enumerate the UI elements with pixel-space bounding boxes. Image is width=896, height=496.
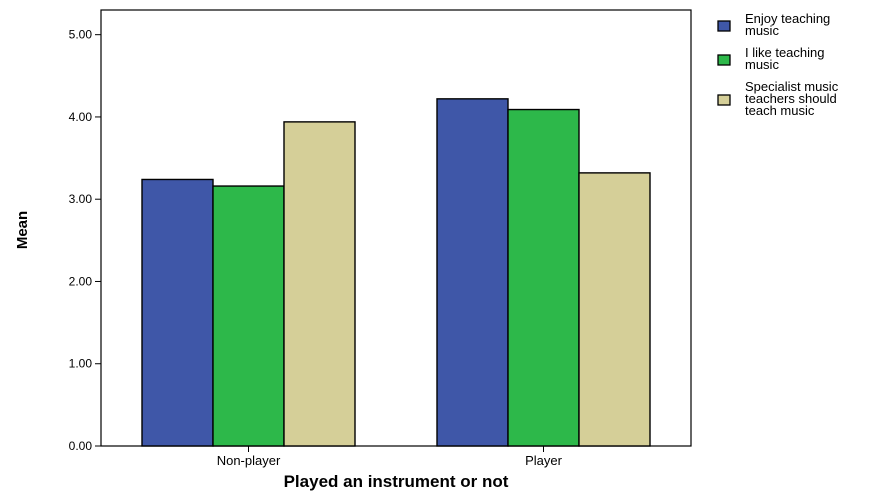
legend: Enjoy teaching music I like teaching music S…: [717, 11, 839, 118]
legend-item: Enjoy teaching music: [717, 11, 830, 38]
y-tick-label: 2.00: [69, 274, 93, 288]
y-axis-title: Mean: [14, 211, 31, 249]
y-tick-label: 4.00: [69, 110, 93, 124]
legend-label: Specialist music teachers should teach mus…: [745, 79, 839, 118]
legend-swatch: [717, 94, 731, 106]
bar: [283, 121, 356, 447]
bar: [141, 178, 214, 447]
x-axis: Non-player Player: [217, 446, 563, 468]
bars-group: [141, 98, 651, 447]
y-tick-label: 3.00: [69, 192, 93, 206]
x-tick-label: Non-player: [217, 453, 281, 468]
y-tick-label: 1.00: [69, 357, 93, 371]
legend-swatch: [717, 20, 731, 32]
legend-label: Enjoy teaching music: [745, 11, 830, 38]
legend-label: I like teaching music: [745, 45, 825, 72]
y-tick-label: 0.00: [69, 439, 93, 453]
bar: [578, 172, 651, 447]
legend-swatch: [717, 54, 731, 66]
legend-item: I like teaching music: [717, 45, 825, 72]
legend-item: Specialist music teachers should teach mus…: [717, 79, 839, 118]
y-tick-label: 5.00: [69, 28, 93, 42]
bar: [212, 185, 285, 447]
bar: [507, 108, 580, 447]
y-axis: 0.00 1.00 2.00 3.00 4.00 5.00: [69, 28, 101, 453]
x-axis-title: Played an instrument or not: [284, 472, 509, 491]
bar: [436, 98, 509, 447]
x-tick-label: Player: [525, 453, 563, 468]
